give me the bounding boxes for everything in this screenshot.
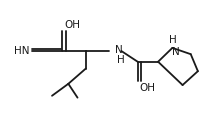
- Text: HN: HN: [14, 46, 30, 56]
- Text: N: N: [172, 47, 180, 57]
- Text: N: N: [115, 45, 123, 55]
- Text: H: H: [117, 55, 124, 65]
- Text: OH: OH: [140, 83, 156, 92]
- Text: H: H: [169, 35, 176, 45]
- Text: OH: OH: [64, 20, 80, 30]
